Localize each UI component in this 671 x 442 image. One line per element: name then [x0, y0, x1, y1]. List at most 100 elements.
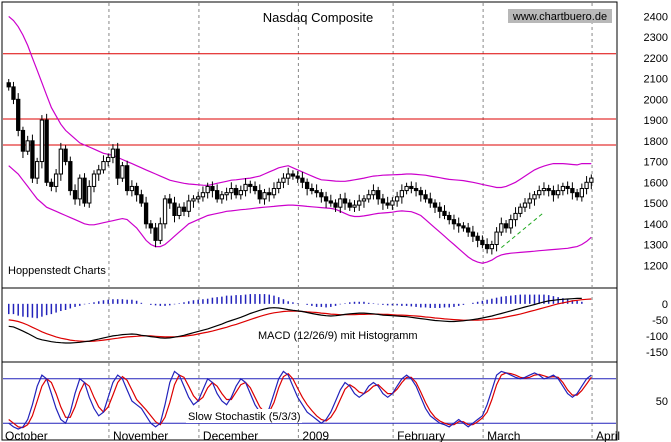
candle-73	[352, 200, 357, 212]
candle-64	[309, 183, 315, 195]
candle-18	[91, 170, 97, 193]
candle-30	[148, 220, 153, 234]
price-tick-1600: 1600	[644, 177, 668, 189]
price-tick-1800: 1800	[644, 136, 668, 148]
candle-39	[191, 195, 196, 208]
candle-11	[58, 142, 63, 181]
macd-tick--100: -100	[646, 331, 668, 343]
resistance-lines	[3, 53, 616, 146]
price-tick-1300: 1300	[644, 240, 668, 252]
candle-2	[16, 93, 21, 137]
price-tick-2100: 2100	[644, 74, 668, 86]
y-axis-labels: 1200 1300 1400 1500 1600 1700 1800 1900 2000 2100…	[644, 11, 668, 408]
x-tick-1: November	[113, 429, 168, 442]
candle-88	[423, 189, 428, 203]
candle-26	[129, 180, 135, 197]
candlesticks	[6, 79, 594, 255]
candle-86	[413, 182, 419, 197]
candle-66	[319, 188, 324, 203]
candle-25	[124, 160, 130, 196]
candle-15	[77, 174, 82, 206]
source-label: Hoppenstedt Charts	[8, 265, 106, 277]
price-tick-1400: 1400	[644, 219, 668, 231]
candle-119	[570, 182, 575, 200]
candle-33	[162, 195, 168, 229]
candle-49	[238, 185, 243, 200]
candle-108	[518, 203, 523, 218]
candle-1	[11, 81, 16, 105]
candle-22	[110, 144, 116, 164]
candle-101	[484, 238, 490, 254]
candle-19	[96, 164, 101, 181]
stoch-label-bg	[186, 409, 302, 423]
candle-76	[366, 189, 371, 203]
price-tick-2400: 2400	[644, 11, 668, 23]
candle-59	[286, 167, 291, 185]
candle-3	[20, 126, 26, 159]
macd-line	[8, 297, 582, 344]
candle-112	[537, 185, 542, 199]
candle-87	[418, 186, 423, 202]
trendline	[501, 211, 545, 249]
candle-10	[53, 169, 59, 193]
panel-frames	[1, 1, 618, 441]
x-tick-0: October	[5, 429, 48, 442]
support-trendline	[501, 211, 545, 249]
candle-84	[404, 182, 409, 195]
candle-97	[466, 222, 471, 237]
candle-63	[304, 178, 310, 196]
candle-45	[219, 191, 225, 204]
candle-29	[143, 196, 149, 229]
candle-109	[522, 198, 528, 212]
candle-80	[385, 196, 390, 209]
candle-35	[172, 196, 177, 223]
candle-48	[233, 184, 239, 199]
candle-104	[499, 217, 504, 236]
bollinger-bands	[8, 15, 592, 264]
candle-116	[556, 184, 561, 199]
stoch-panel-frame	[1, 361, 618, 441]
watermark: www.chartbuero.de	[512, 11, 607, 23]
candle-92	[442, 205, 447, 220]
chart-title: Nasdaq Composite	[263, 10, 374, 25]
candle-0	[6, 79, 11, 91]
candle-106	[508, 214, 513, 234]
candle-23	[115, 142, 120, 185]
candle-103	[494, 227, 499, 252]
candle-38	[186, 194, 191, 218]
candle-120	[574, 188, 580, 201]
candle-115	[551, 185, 556, 202]
candle-40	[196, 191, 201, 203]
candle-85	[409, 181, 414, 194]
candle-94	[451, 214, 457, 230]
stochastic-indicator	[3, 370, 616, 430]
stoch-label: Slow Stochastik (5/3/3)	[188, 411, 301, 423]
candle-58	[281, 173, 286, 189]
candle-24	[120, 161, 125, 182]
candle-122	[584, 176, 589, 195]
candle-110	[527, 192, 532, 209]
candle-93	[447, 211, 452, 225]
x-tick-3: 2009	[302, 429, 329, 442]
candle-8	[44, 113, 49, 187]
price-tick-1700: 1700	[644, 157, 668, 169]
candle-82	[394, 191, 400, 207]
candle-98	[470, 225, 476, 243]
candle-62	[300, 171, 305, 189]
candle-31	[153, 222, 158, 248]
candle-114	[546, 184, 551, 197]
candle-17	[87, 180, 92, 208]
x-tick-6: April	[596, 429, 620, 442]
candle-78	[376, 186, 381, 205]
candle-91	[437, 202, 442, 219]
candle-13	[68, 156, 73, 196]
price-tick-2300: 2300	[644, 32, 668, 44]
candle-20	[101, 155, 106, 174]
candle-32	[158, 217, 163, 245]
candle-52	[252, 181, 258, 195]
x-tick-4: February	[397, 429, 445, 442]
candle-12	[63, 145, 68, 166]
candle-72	[347, 199, 352, 211]
candle-37	[181, 202, 187, 217]
candle-70	[338, 193, 343, 213]
